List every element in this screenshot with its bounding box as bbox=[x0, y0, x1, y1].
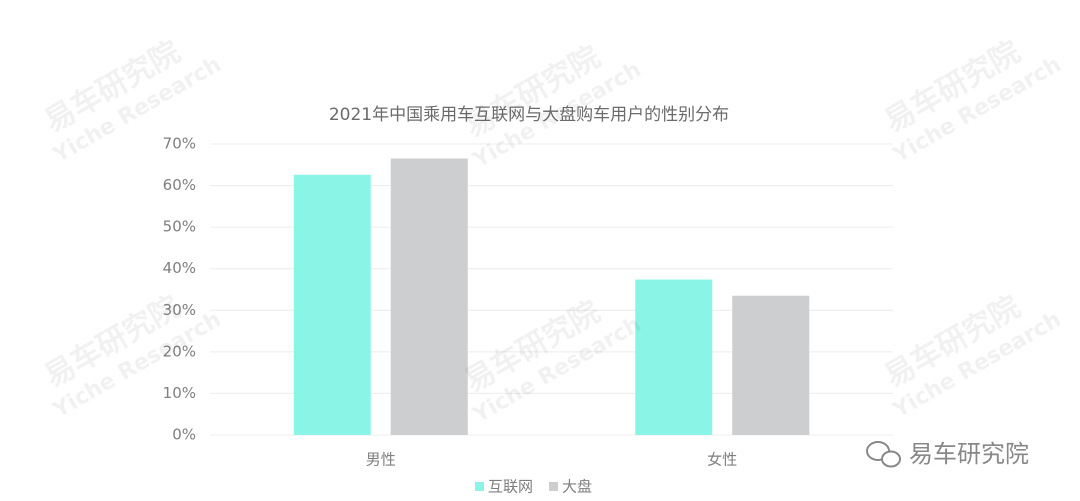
legend-swatch bbox=[475, 482, 484, 491]
bar bbox=[390, 158, 468, 436]
y-tick-label: 0% bbox=[172, 426, 196, 444]
y-tick-label: 60% bbox=[163, 176, 196, 194]
y-tick-label: 50% bbox=[163, 218, 196, 236]
x-tick-label: 男性 bbox=[366, 451, 396, 469]
chart-title: 2021年中国乘用车互联网与大盘购车用户的性别分布 bbox=[329, 105, 729, 125]
bar bbox=[732, 295, 810, 435]
y-tick-label: 30% bbox=[163, 301, 196, 319]
bar bbox=[293, 174, 371, 435]
y-tick-label: 40% bbox=[163, 259, 196, 277]
logo-text: 易车研究院 bbox=[909, 440, 1029, 468]
legend-label: 大盘 bbox=[562, 478, 592, 496]
logo-icon bbox=[881, 450, 901, 468]
y-tick-label: 70% bbox=[163, 135, 196, 153]
legend-swatch bbox=[549, 482, 559, 491]
y-tick-label: 10% bbox=[163, 384, 196, 402]
legend-label: 互联网 bbox=[488, 478, 533, 496]
y-tick-label: 20% bbox=[163, 342, 196, 360]
logo: 易车研究院 bbox=[866, 440, 1029, 468]
bar bbox=[635, 279, 713, 435]
x-tick-label: 女性 bbox=[707, 451, 737, 469]
